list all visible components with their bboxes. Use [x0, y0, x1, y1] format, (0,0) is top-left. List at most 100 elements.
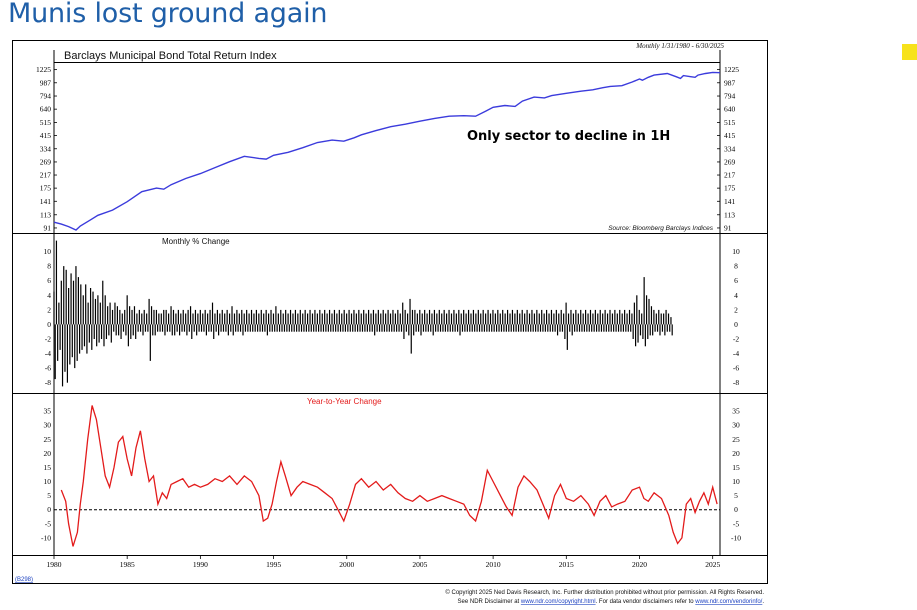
index-tick-label: 113	[40, 210, 51, 219]
index-tick-label: 141	[724, 197, 736, 206]
monthly-tick-label: -4	[45, 349, 51, 358]
chart-title-2: Monthly % Change	[162, 237, 230, 246]
yoy-tick-label: -5	[733, 519, 739, 528]
slide-title: Munis lost ground again	[8, 0, 328, 29]
chart-title-3: Year-to-Year Change	[307, 397, 382, 406]
monthly-tick-label: -2	[733, 335, 739, 344]
yoy-tick-label: -10	[41, 533, 51, 542]
copyright-mid: . For data vendor disclaimers refer to	[596, 599, 696, 605]
monthly-tick-label: -6	[45, 364, 51, 373]
monthly-tick-label: -8	[45, 378, 51, 387]
monthly-tick-label: 0	[47, 320, 51, 329]
index-tick-label: 987	[724, 78, 736, 87]
index-tick-label: 1225	[36, 65, 51, 74]
copyright-line-1: © Copyright 2025 Ned Davis Research, Inc…	[445, 589, 764, 596]
monthly-tick-label: 0	[734, 320, 738, 329]
index-tick-label: 334	[724, 144, 736, 153]
year-tick-label: 2020	[632, 560, 647, 569]
monthly-tick-label: 4	[734, 291, 738, 300]
year-tick-label: 1990	[193, 560, 208, 569]
monthly-tick-label: 6	[734, 276, 738, 285]
index-tick-label: 141	[40, 197, 52, 206]
year-tick-label: 1995	[266, 560, 281, 569]
year-tick-label: 2005	[412, 560, 427, 569]
monthly-tick-label: -2	[45, 335, 51, 344]
index-tick-label: 334	[40, 144, 52, 153]
index-tick-label: 640	[40, 105, 52, 114]
copyright-link-1[interactable]: www.ndr.com/copyright.html	[520, 599, 596, 605]
index-tick-label: 269	[40, 157, 52, 166]
chart-title-1: Barclays Municipal Bond Total Return Ind…	[64, 50, 277, 62]
yoy-tick-label: -5	[45, 519, 51, 528]
year-tick-label: 2015	[559, 560, 574, 569]
monthly-tick-label: 8	[47, 262, 51, 271]
copyright-line-2: See NDR Disclaimer at www.ndr.com/copyri…	[458, 599, 765, 605]
monthly-tick-label: 10	[44, 247, 52, 256]
yoy-tick-label: 20	[732, 449, 740, 458]
index-tick-label: 794	[724, 92, 736, 101]
monthly-tick-label: 6	[47, 276, 51, 285]
yoy-tick-label: 15	[732, 463, 740, 472]
monthly-tick-label: -6	[733, 364, 739, 373]
year-tick-label: 1980	[47, 560, 62, 569]
monthly-change-bars	[53, 240, 673, 387]
year-tick-label: 2010	[486, 560, 501, 569]
index-tick-label: 1225	[724, 65, 739, 74]
yoy-tick-label: -10	[731, 533, 741, 542]
yoy-tick-label: 5	[47, 491, 51, 500]
period-note: Monthly 1/31/1980 - 6/30/2025	[635, 42, 724, 50]
index-tick-label: 91	[724, 224, 732, 233]
monthly-tick-label: -8	[733, 378, 739, 387]
index-tick-label: 640	[724, 105, 736, 114]
series-yoy-line	[60, 405, 718, 547]
copyright-link-2[interactable]: www.ndr.com/vendorinfo/	[694, 599, 762, 605]
monthly-tick-label: 2	[47, 305, 51, 314]
year-tick-label: 1985	[120, 560, 135, 569]
index-tick-label: 269	[724, 157, 736, 166]
yoy-tick-label: 10	[732, 477, 740, 486]
index-tick-label: 217	[724, 171, 736, 180]
monthly-tick-label: 8	[734, 262, 738, 271]
monthly-axis-ticks: 10 10 8 8 6 6 4 4 2 2 0 0 -2 -2 -4 -4 -6 -6 -8 -8	[44, 247, 741, 387]
index-axis-ticks: 1225 1225 987 987 794 794 640 640 515 515 415 415 33…	[36, 65, 739, 232]
year-tick-label: 2000	[339, 560, 354, 569]
index-tick-label: 415	[40, 131, 52, 140]
copyright-post: .	[762, 599, 764, 605]
index-tick-label: 175	[724, 184, 736, 193]
monthly-tick-label: 2	[734, 305, 738, 314]
series-index-line	[53, 71, 721, 231]
yoy-tick-label: 15	[44, 463, 52, 472]
index-tick-label: 175	[40, 184, 52, 193]
index-tick-label: 217	[40, 171, 52, 180]
yoy-tick-label: 30	[44, 421, 52, 430]
index-tick-label: 515	[40, 118, 52, 127]
year-tick-label: 2025	[705, 560, 720, 569]
index-tick-label: 415	[724, 131, 736, 140]
monthly-tick-label: 4	[47, 291, 51, 300]
yoy-axis-ticks: 35 35 30 30 25 25 20 20 15 15 10 10 5 5 0 0 -5 -5 -10 -10	[41, 407, 741, 543]
copyright-pre: See NDR Disclaimer at	[458, 599, 521, 605]
monthly-tick-label: 10	[732, 247, 740, 256]
yoy-tick-label: 5	[734, 491, 738, 500]
chart-frame	[12, 40, 768, 584]
index-tick-label: 91	[44, 224, 52, 233]
chart-code-label[interactable]: (B298)	[15, 577, 33, 583]
index-tick-label: 987	[40, 78, 52, 87]
source-note: Source: Bloomberg Barclays Indices	[608, 225, 714, 232]
yoy-tick-label: 0	[47, 505, 51, 514]
index-tick-label: 113	[724, 210, 735, 219]
index-tick-label: 515	[724, 118, 736, 127]
yoy-tick-label: 10	[44, 477, 52, 486]
index-tick-label: 794	[40, 92, 52, 101]
yoy-tick-label: 35	[732, 407, 740, 416]
x-axis-ticks: 1980 1985 1990 1995 2000 2005 2010 2015 2020 2025	[47, 555, 720, 569]
yoy-tick-label: 0	[734, 505, 738, 514]
monthly-tick-label: -4	[733, 349, 739, 358]
yoy-tick-label: 25	[732, 435, 740, 444]
yoy-tick-label: 20	[44, 449, 52, 458]
yoy-tick-label: 30	[732, 421, 740, 430]
accent-marker	[902, 44, 917, 60]
yoy-tick-label: 35	[44, 407, 52, 416]
yoy-tick-label: 25	[44, 435, 52, 444]
